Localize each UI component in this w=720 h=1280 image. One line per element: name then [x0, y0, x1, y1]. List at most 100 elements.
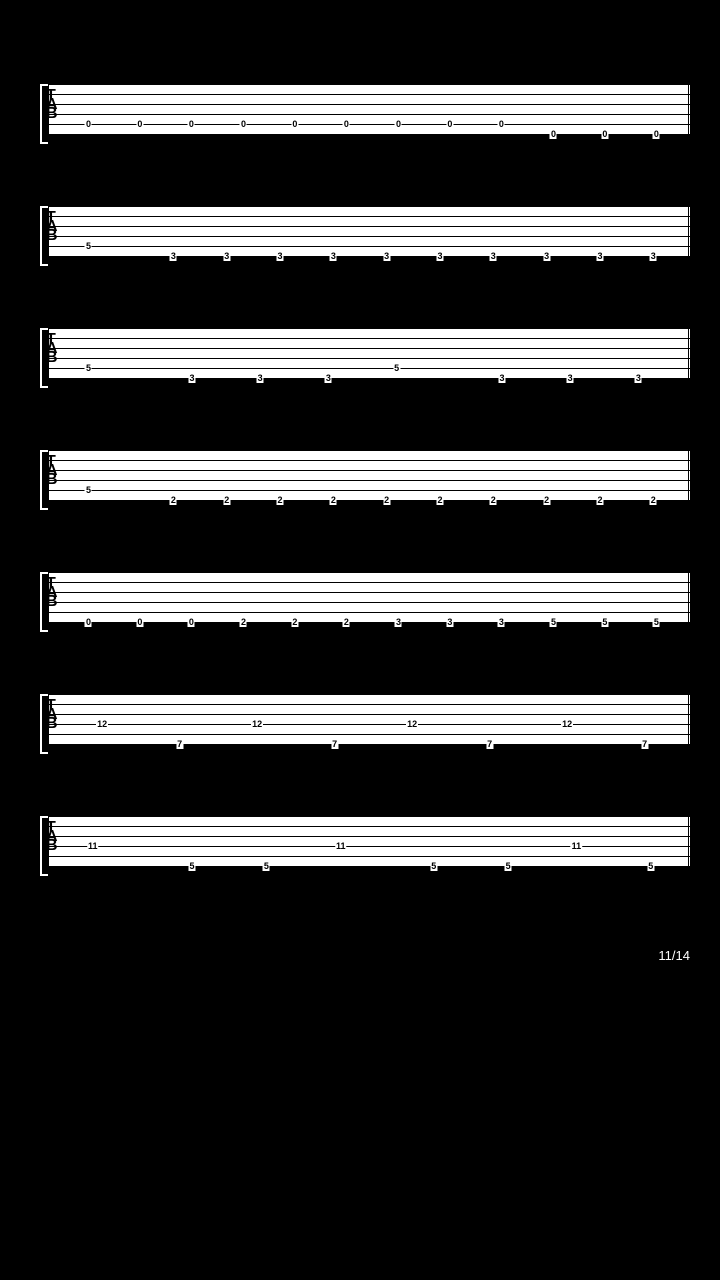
- tab-note: 0: [601, 129, 608, 139]
- tab-label: TAB: [46, 701, 57, 728]
- beam: [173, 516, 281, 518]
- tab-note: 3: [383, 251, 390, 261]
- tab-note: 12: [561, 719, 573, 729]
- staff-line: [48, 460, 690, 461]
- beam: [88, 638, 192, 640]
- tab-note: 7: [486, 739, 493, 749]
- tab-note: 5: [601, 617, 608, 627]
- tab-note: 2: [436, 495, 443, 505]
- staff-wrapper: TAB000222333555: [48, 572, 690, 622]
- measure-block: P.M.P.M.P.M.P.M.102TAB127127127127: [48, 694, 690, 744]
- staff-line: [48, 612, 690, 613]
- barline: [688, 816, 689, 866]
- staff-line: [48, 94, 690, 95]
- stems-area: [48, 134, 690, 156]
- staff-line: [48, 358, 690, 359]
- measures-container: P.M.97TAB000000000000P.M.98TAB5333333333…: [0, 84, 720, 866]
- tab-note: 5: [647, 861, 654, 871]
- barline: [688, 328, 689, 378]
- tab-note: 0: [85, 617, 92, 627]
- tab-note: 5: [653, 617, 660, 627]
- measure-block: P.M.97TAB000000000000: [48, 84, 690, 134]
- tab-note: 11: [87, 841, 99, 851]
- staff-wrapper: TAB000000000000: [48, 84, 690, 134]
- beam: [547, 272, 655, 274]
- staff-line: [48, 236, 690, 237]
- stems-area: [48, 744, 690, 766]
- beam: [88, 150, 192, 152]
- staff-line: [48, 328, 690, 329]
- barline: [688, 84, 689, 134]
- beam: [434, 882, 509, 884]
- staff-line: [48, 490, 690, 491]
- stems-area: [48, 256, 690, 278]
- staff-wrapper: TAB127127127127: [48, 694, 690, 744]
- tab-note: 2: [330, 495, 337, 505]
- staff-line: [48, 602, 690, 603]
- beam: [102, 760, 181, 762]
- tab-note: 2: [223, 495, 230, 505]
- beam: [333, 516, 441, 518]
- staff-line: [48, 734, 690, 735]
- tab-note: 5: [430, 861, 437, 871]
- tab-staff: 53335333: [48, 328, 690, 378]
- staff-line: [48, 724, 690, 725]
- measure-block: P.M.100TAB52222222222: [48, 450, 690, 500]
- staff-line: [48, 714, 690, 715]
- tab-note: 5: [550, 617, 557, 627]
- tab-note: 2: [650, 495, 657, 505]
- staff-line: [48, 84, 690, 85]
- tab-note: 0: [653, 129, 660, 139]
- tab-note: 3: [490, 251, 497, 261]
- staff-line: [48, 592, 690, 593]
- tab-note: 3: [170, 251, 177, 261]
- note-stem: [88, 500, 89, 518]
- staff-line: [48, 572, 690, 573]
- tab-note: 0: [395, 119, 402, 129]
- tab-note: 0: [550, 129, 557, 139]
- tab-note: 2: [240, 617, 247, 627]
- tab-note: 0: [85, 119, 92, 129]
- page-number: 11/14: [658, 948, 690, 963]
- stems-area: [48, 866, 690, 888]
- staff-line: [48, 216, 690, 217]
- staff-line: [48, 368, 690, 369]
- tab-note: 2: [170, 495, 177, 505]
- beam: [192, 394, 329, 396]
- beam: [173, 272, 334, 274]
- tab-note: 3: [446, 617, 453, 627]
- tab-note: 12: [96, 719, 108, 729]
- tab-note: 2: [291, 617, 298, 627]
- tab-note: 3: [436, 251, 443, 261]
- tab-staff: 000000000000: [48, 84, 690, 134]
- staff-line: [48, 348, 690, 349]
- tab-note: 12: [406, 719, 418, 729]
- beam: [243, 150, 347, 152]
- beam: [576, 882, 651, 884]
- tab-note: 7: [331, 739, 338, 749]
- tab-note: 7: [176, 739, 183, 749]
- staff-line: [48, 450, 690, 451]
- staff-line: [48, 338, 690, 339]
- tab-note: 3: [257, 373, 264, 383]
- measure-block: P.M.P.M.P.M.103TAB11551155115: [48, 816, 690, 866]
- tab-note: 0: [188, 617, 195, 627]
- staff-line: [48, 826, 690, 827]
- tab-note: 3: [567, 373, 574, 383]
- tab-note: 2: [383, 495, 390, 505]
- measure-block: P.M.101TAB000222333555: [48, 572, 690, 622]
- beam: [93, 882, 193, 884]
- tab-note: 0: [136, 617, 143, 627]
- tab-note: 12: [251, 719, 263, 729]
- staff-wrapper: TAB11551155115: [48, 816, 690, 866]
- barline: [688, 450, 689, 500]
- staff-wrapper: TAB53333333333: [48, 206, 690, 256]
- tab-note: 0: [136, 119, 143, 129]
- tab-note: 5: [505, 861, 512, 871]
- tab-note: 5: [85, 485, 92, 495]
- tab-note: 2: [543, 495, 550, 505]
- staff-line: [48, 206, 690, 207]
- beam: [398, 150, 502, 152]
- staff-line: [48, 856, 690, 857]
- beam: [412, 760, 491, 762]
